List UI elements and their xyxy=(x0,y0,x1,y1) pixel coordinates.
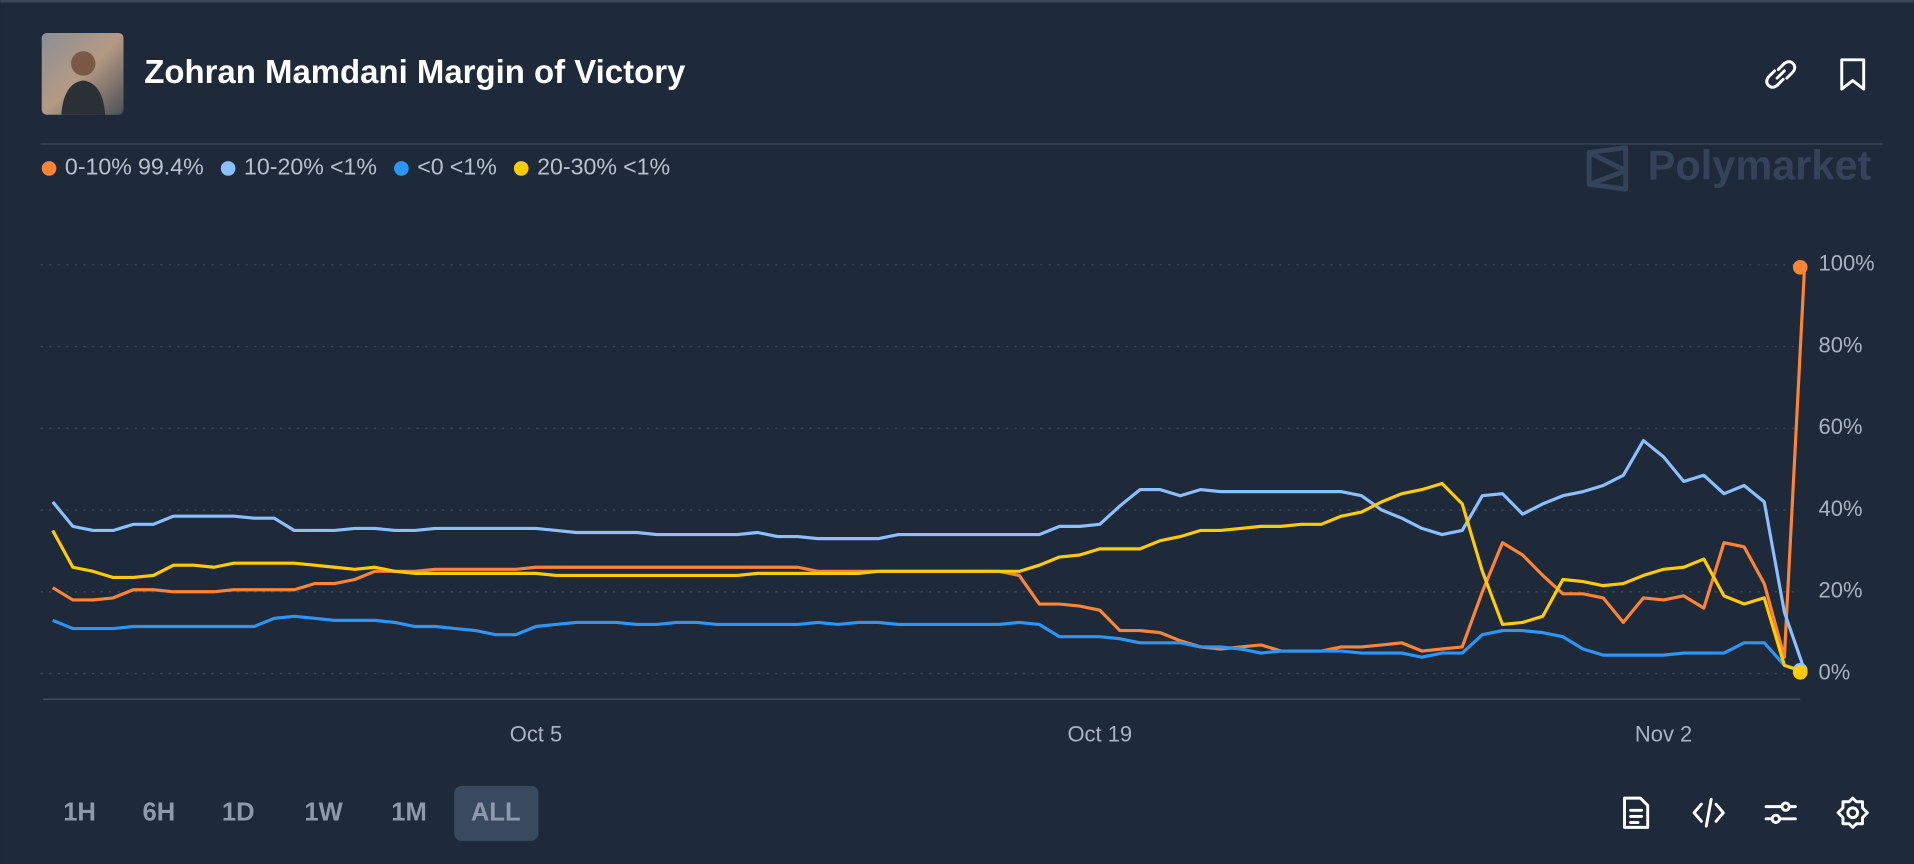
watermark: Polymarket xyxy=(1586,141,1872,192)
legend-label: 20-30% xyxy=(537,154,617,180)
y-tick-label: 20% xyxy=(1819,578,1863,603)
plot: 0% 20% 40% 60% 80% 100% Oct 5 Oct 19 Nov 2 xyxy=(40,251,1875,747)
active-button-bg xyxy=(454,785,539,841)
document-icon[interactable] xyxy=(1623,796,1650,829)
link-icon[interactable] xyxy=(1765,60,1797,89)
settings-icon[interactable] xyxy=(1836,796,1869,829)
brand: Polymarket xyxy=(1648,141,1872,188)
end-point xyxy=(1792,664,1808,680)
embed-icon[interactable] xyxy=(1692,797,1725,828)
chart-title: Zohran Mamdani Margin of Victory xyxy=(144,53,686,90)
legend-label: <0 xyxy=(417,154,443,180)
range-button[interactable]: 1M xyxy=(391,799,427,827)
series-line xyxy=(52,614,1805,673)
legend-swatch xyxy=(394,161,409,176)
y-tick-label: 60% xyxy=(1819,414,1863,439)
legend-value: 99.4% xyxy=(138,154,204,180)
avatar xyxy=(41,32,124,115)
end-point xyxy=(1792,259,1808,275)
x-tick-label: Nov 2 xyxy=(1635,722,1692,747)
range-button[interactable]: 6H xyxy=(143,799,176,827)
range-button[interactable]: 1D xyxy=(222,799,255,827)
filter-icon[interactable] xyxy=(1764,801,1797,824)
range-buttons: 1H 6H 1D 1W 1M ALL xyxy=(63,785,539,841)
y-tick-label: 0% xyxy=(1819,659,1851,684)
legend-swatch xyxy=(41,161,57,176)
legend-value: <1% xyxy=(330,154,377,180)
legend-value: <1% xyxy=(623,154,670,180)
series-line xyxy=(51,438,1807,671)
legend-swatch xyxy=(513,161,529,176)
y-tick-label: 80% xyxy=(1819,332,1863,357)
x-tick-label: Oct 5 xyxy=(510,722,562,747)
legend-value: <1% xyxy=(450,154,497,180)
bookmark-icon[interactable] xyxy=(1840,58,1866,91)
y-tick-label: 40% xyxy=(1819,496,1863,521)
legend-swatch xyxy=(220,161,236,176)
legend: 0-10% 99.4% 10-20% <1% <0 <1% 20-30% <1% xyxy=(41,154,670,180)
range-button[interactable]: ALL xyxy=(471,799,521,827)
legend-label: 10-20% xyxy=(244,154,324,180)
series-line xyxy=(51,481,1806,674)
y-tick-label: 100% xyxy=(1819,251,1875,276)
range-button[interactable]: 1H xyxy=(63,799,96,827)
legend-label: 0-10% xyxy=(65,154,132,180)
range-button[interactable]: 1W xyxy=(304,799,343,827)
x-tick-label: Oct 19 xyxy=(1067,722,1132,747)
